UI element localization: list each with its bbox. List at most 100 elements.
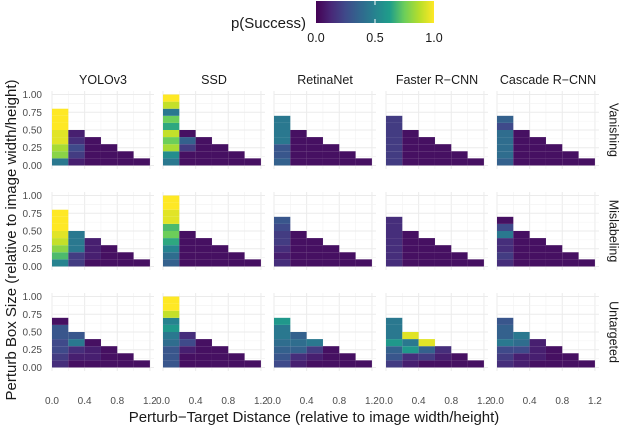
heatmap-tile xyxy=(163,144,180,152)
heatmap-tile xyxy=(497,353,514,361)
heatmap-tile xyxy=(306,259,323,267)
heatmap-tile xyxy=(306,353,323,361)
heatmap-tile xyxy=(211,353,229,361)
panel-untargeted-yolov3 xyxy=(51,293,154,371)
heatmap-tile xyxy=(52,216,69,224)
heatmap-tile xyxy=(386,122,403,130)
heatmap-tile xyxy=(163,122,180,130)
heatmap-tile xyxy=(68,144,85,152)
heatmap-panels xyxy=(51,91,599,371)
heatmap-tile xyxy=(497,144,514,152)
heatmap-tile xyxy=(386,252,403,260)
heatmap-tile xyxy=(68,252,85,260)
heatmap-tile xyxy=(386,360,403,368)
heatmap-tile xyxy=(322,346,340,354)
heatmap-tile xyxy=(52,223,69,231)
heatmap-tile xyxy=(274,115,291,123)
column-strip-label: Faster R−CNN xyxy=(396,73,478,87)
panel-untargeted-retinanet xyxy=(273,293,376,371)
heatmap-tile xyxy=(195,151,212,159)
row-strip-label: Mislabeling xyxy=(607,200,621,263)
heatmap-tile xyxy=(402,158,419,166)
heatmap-tile xyxy=(290,339,307,347)
heatmap-tile xyxy=(402,346,419,354)
heatmap-tile xyxy=(84,245,101,253)
heatmap-tile xyxy=(163,101,180,109)
heatmap-tile xyxy=(497,317,514,325)
heatmap-tile xyxy=(562,158,579,166)
heatmap-tile xyxy=(163,332,180,340)
heatmap-tile xyxy=(322,144,340,152)
panel-vanishing-ssd xyxy=(162,91,265,169)
heatmap-tile xyxy=(386,353,403,361)
heatmap-tile xyxy=(355,259,372,267)
heatmap-tile xyxy=(497,339,514,347)
heatmap-tile xyxy=(578,360,595,368)
heatmap-tile xyxy=(497,324,514,332)
column-strip-label: Cascade R−CNN xyxy=(500,73,596,87)
heatmap-tile xyxy=(513,252,530,260)
heatmap-tile xyxy=(179,130,196,138)
panel-mislabeling-ssd xyxy=(162,192,265,270)
heatmap-tile xyxy=(84,151,101,159)
y-tick-label: 0.25 xyxy=(23,345,43,356)
x-tick-label: 0.0 xyxy=(490,396,504,407)
heatmap-tile xyxy=(84,144,101,152)
heatmap-tile xyxy=(434,353,452,361)
heatmap-tile xyxy=(386,223,403,231)
heatmap-tile xyxy=(513,346,530,354)
heatmap-tile xyxy=(179,245,196,253)
heatmap-tile xyxy=(290,353,307,361)
heatmap-tile xyxy=(402,231,419,239)
heatmap-tile xyxy=(386,231,403,239)
heatmap-tile xyxy=(513,137,530,145)
heatmap-tile xyxy=(52,259,69,267)
heatmap-tile xyxy=(228,151,245,159)
heatmap-tile xyxy=(497,346,514,354)
heatmap-tile xyxy=(163,202,180,210)
heatmap-tile xyxy=(52,346,69,354)
heatmap-tile xyxy=(163,108,180,116)
heatmap-tile xyxy=(513,144,530,152)
heatmap-tile xyxy=(117,151,134,159)
heatmap-tile xyxy=(84,252,101,260)
heatmap-tile xyxy=(545,259,563,267)
heatmap-tile xyxy=(68,238,85,246)
heatmap-tile xyxy=(529,245,546,253)
heatmap-tile xyxy=(195,353,212,361)
heatmap-tile xyxy=(451,158,468,166)
x-tick-label: 0.0 xyxy=(267,396,281,407)
heatmap-tile xyxy=(418,360,435,368)
heatmap-tile xyxy=(386,339,403,347)
y-tick-label: 0.75 xyxy=(23,310,43,321)
heatmap-tile xyxy=(545,151,563,159)
heatmap-tile xyxy=(163,310,180,318)
heatmap-tile xyxy=(244,259,261,267)
x-tick-label: 0.4 xyxy=(189,396,203,407)
heatmap-tile xyxy=(418,252,435,260)
heatmap-tile xyxy=(562,353,579,361)
heatmap-tile xyxy=(306,144,323,152)
heatmap-tile xyxy=(274,252,291,260)
heatmap-tile xyxy=(402,238,419,246)
heatmap-tile xyxy=(68,231,85,239)
heatmap-tile xyxy=(133,158,150,166)
heatmap-tile xyxy=(274,339,291,347)
heatmap-tile xyxy=(497,122,514,130)
heatmap-tile xyxy=(274,324,291,332)
heatmap-tile xyxy=(339,259,356,267)
heatmap-tile xyxy=(529,238,546,246)
heatmap-tile xyxy=(100,144,118,152)
heatmap-tile xyxy=(100,252,118,260)
heatmap-tile xyxy=(100,158,118,166)
heatmap-tile xyxy=(52,151,69,159)
heatmap-tile xyxy=(84,353,101,361)
heatmap-tile xyxy=(163,317,180,325)
heatmap-tile xyxy=(434,151,452,159)
heatmap-tile xyxy=(274,158,291,166)
heatmap-tile xyxy=(68,245,85,253)
heatmap-tile xyxy=(163,238,180,246)
heatmap-tile xyxy=(497,259,514,267)
heatmap-tile xyxy=(195,346,212,354)
